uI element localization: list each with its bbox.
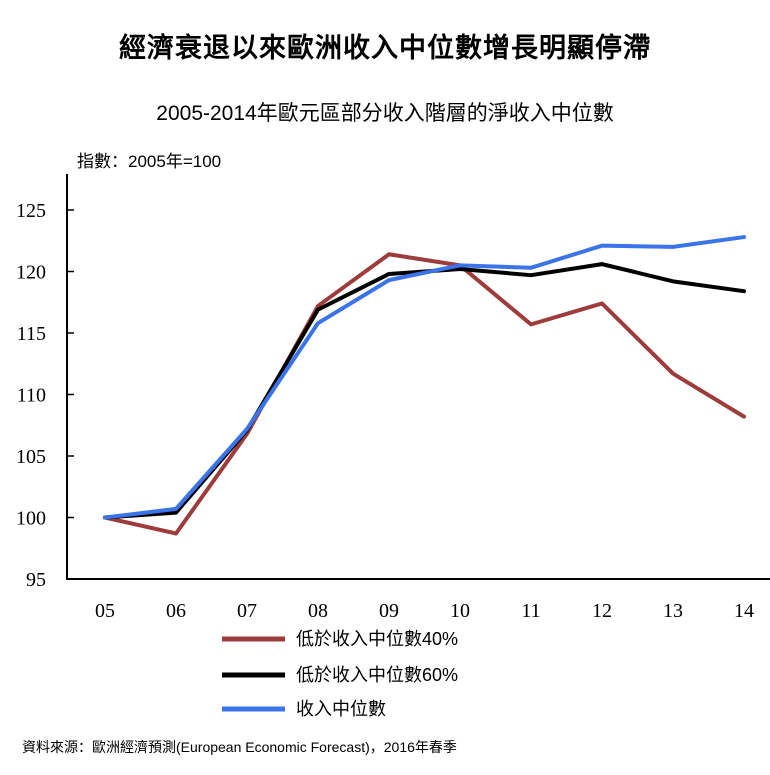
legend-label: 低於收入中位數60% [296,665,458,685]
x-tick-label: 10 [450,600,470,622]
series-lines [103,235,746,536]
y-axis-unit-label: 指數：2005年=100 [77,152,222,171]
x-tick-label: 09 [379,600,399,622]
y-tick-label: 120 [16,262,46,284]
x-tick-label: 05 [95,600,115,622]
x-tick-label: 14 [734,600,754,622]
x-tick-label: 13 [663,600,683,622]
x-tick-label: 07 [237,600,257,622]
legend-label: 收入中位數 [296,699,386,719]
y-tick-label: 110 [17,385,46,407]
x-axis-ticks: 05 06 07 08 09 10 11 12 13 14 [95,600,754,622]
x-tick-label: 06 [166,600,186,622]
y-tick-label: 115 [17,323,46,345]
x-tick-label: 11 [521,600,540,622]
x-tick-label: 08 [308,600,328,622]
source-note: 資料來源：歐洲經濟預測(European Economic Forecast)，… [22,739,457,755]
legend: 低於收入中位數40% 低於收入中位數60% 收入中位數 [222,629,458,719]
series-line-3 [103,235,746,520]
y-tick-label: 105 [16,446,46,468]
y-tick-label: 100 [16,508,46,530]
y-tick-label: 125 [16,200,46,222]
chart-subtitle: 2005-2014年歐元區部分收入階層的淨收入中位數 [156,102,614,125]
y-tick-label: 95 [26,569,46,591]
legend-label: 低於收入中位數40% [296,629,458,649]
x-tick-label: 12 [592,600,612,622]
y-axis-ticks: 95 100 105 110 115 120 125 [16,200,74,591]
series-line-1 [103,252,746,536]
chart-main-title: 經濟衰退以來歐洲收入中位數增長明顯停滯 [119,33,651,64]
